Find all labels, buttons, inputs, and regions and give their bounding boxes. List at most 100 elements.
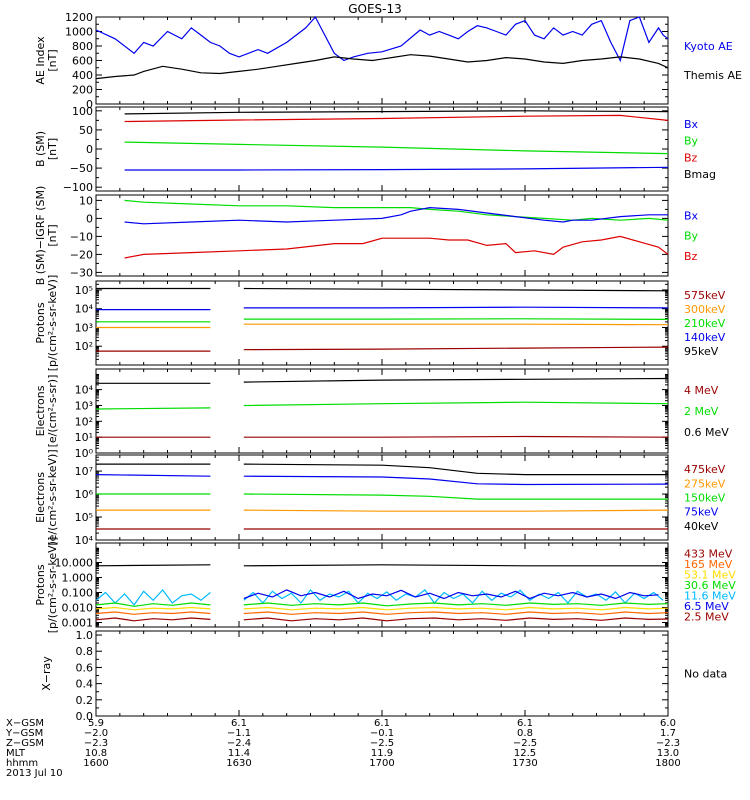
y-tick-label: −100: [63, 181, 93, 194]
y-tick-label: 10²: [75, 340, 93, 353]
legend-entry: 0.6 MeV: [684, 426, 729, 439]
y-axis-label: AE Index: [34, 36, 47, 85]
x-tick-label: 13.0: [657, 748, 679, 759]
y-axis-label: [nT]: [46, 49, 59, 71]
y-axis-label: [p/(cm²-s-sr-keV)]: [46, 275, 59, 372]
y-tick-label: 10⁶: [75, 488, 94, 501]
series-line: [243, 306, 669, 309]
x-tick-label: 5.9: [88, 718, 104, 729]
y-tick-label: 1200: [65, 11, 93, 24]
y-axis-label: B (SM)−IGRF (SM): [34, 186, 47, 286]
series-line: [243, 611, 669, 615]
y-tick-label: 0: [86, 98, 93, 111]
x-tick-label: 1600: [83, 758, 108, 769]
x-tick-label: −2.5: [513, 738, 537, 749]
legend-entry: Bmag: [684, 168, 716, 181]
y-tick-label: 0.4: [76, 678, 94, 691]
x-row-label: hhmm: [6, 758, 38, 769]
x-tick-label: −1.1: [227, 728, 251, 739]
y-tick-label: 0.0: [76, 710, 94, 723]
y-tick-label: 10⁵: [75, 284, 93, 297]
series-line: [243, 602, 669, 607]
x-tick-label: 1700: [369, 758, 394, 769]
series-line: [243, 617, 669, 622]
y-tick-label: 100: [72, 105, 93, 118]
y-axis-label: [e/(cm²-s-sr-keV)]: [46, 449, 59, 545]
x-tick-label: −0.1: [370, 728, 394, 739]
series-line: [243, 287, 669, 292]
legend-entry: 575keV: [684, 289, 726, 302]
legend-entry: 2 MeV: [684, 405, 719, 418]
legend-entry: 11.6 MeV: [684, 590, 736, 603]
legend-entry: 165 MeV: [684, 558, 733, 571]
legend-entry: Themis AE: [683, 69, 742, 82]
legend-entry: 150keV: [684, 492, 726, 505]
series-line: [124, 110, 669, 115]
y-tick-label: 10¹: [75, 431, 93, 444]
y-tick-label: 200: [72, 84, 93, 97]
y-tick-label: −30: [70, 266, 93, 279]
series-line: [243, 323, 669, 326]
legend-entry: 140keV: [684, 331, 726, 344]
y-axis-label: [nT]: [46, 224, 59, 246]
y-axis-label: [nT]: [46, 138, 59, 160]
panel-2-frame: [95, 106, 669, 192]
series-line: [124, 114, 669, 123]
x-tick-label: −2.4: [227, 738, 251, 749]
x-row-label: Y−GSM: [5, 728, 43, 739]
legend-entry: By: [684, 230, 699, 243]
y-tick-label: −20: [70, 248, 93, 261]
x-row-label: Z−GSM: [6, 738, 44, 749]
series-line: [95, 602, 211, 607]
y-tick-label: 0.100: [62, 586, 94, 599]
x-tick-label: 6.0: [660, 718, 676, 729]
series-line: [124, 141, 669, 155]
legend-entry: 475keV: [684, 463, 726, 476]
series-line: [95, 407, 211, 410]
legend-entry: 433 MeV: [684, 548, 733, 561]
series-line: [243, 435, 669, 438]
y-tick-label: 1.000: [62, 572, 94, 585]
x-row-label: MLT: [6, 748, 26, 759]
x-tick-label: −2.0: [84, 728, 108, 739]
legend-entry: 300keV: [684, 303, 726, 316]
x-row-label: 2013 Jul 10: [6, 768, 63, 779]
legend-entry: 95keV: [684, 345, 719, 358]
panel-6-frame: [95, 454, 669, 541]
y-tick-label: 10⁰: [75, 447, 94, 460]
y-axis-label: Electrons: [34, 472, 47, 523]
legend-entry: By: [684, 135, 699, 148]
legend-entry: 275keV: [684, 477, 726, 490]
y-tick-label: 10³: [75, 399, 93, 412]
panel-8-frame: [95, 630, 669, 717]
x-tick-label: 1730: [512, 758, 537, 769]
y-axis-label: X−ray: [40, 656, 53, 691]
series-line: [243, 463, 668, 476]
series-line: [243, 401, 669, 407]
x-tick-label: −2.3: [84, 738, 108, 749]
series-line: [243, 509, 669, 512]
series-line: [243, 588, 664, 604]
series-line: [95, 611, 211, 615]
panel-5-frame: [95, 368, 669, 454]
y-tick-label: 10⁴: [75, 303, 94, 316]
legend-entry: Bx: [684, 118, 699, 131]
y-tick-label: 10⁵: [75, 511, 93, 524]
x-tick-label: 0.8: [517, 728, 533, 739]
legend-entry: 6.5 MeV: [684, 600, 729, 613]
y-tick-label: 1000: [65, 26, 93, 39]
y-tick-label: 800: [72, 40, 93, 53]
legend-entry: Bz: [684, 151, 698, 164]
y-axis-label: Electrons: [34, 385, 47, 436]
legend-entry: 2.5 MeV: [684, 611, 729, 624]
page-title: GOES-13: [348, 2, 402, 16]
y-axis-label: Protons: [34, 302, 47, 343]
x-row-label: X−GSM: [6, 718, 44, 729]
y-tick-label: 10.000: [55, 557, 94, 570]
x-tick-label: −2.3: [656, 738, 680, 749]
y-tick-label: 0: [86, 212, 93, 225]
series-line: [95, 54, 669, 80]
series-line: [243, 493, 668, 500]
x-tick-label: 6.1: [231, 718, 247, 729]
legend-entry: 75keV: [684, 506, 719, 519]
